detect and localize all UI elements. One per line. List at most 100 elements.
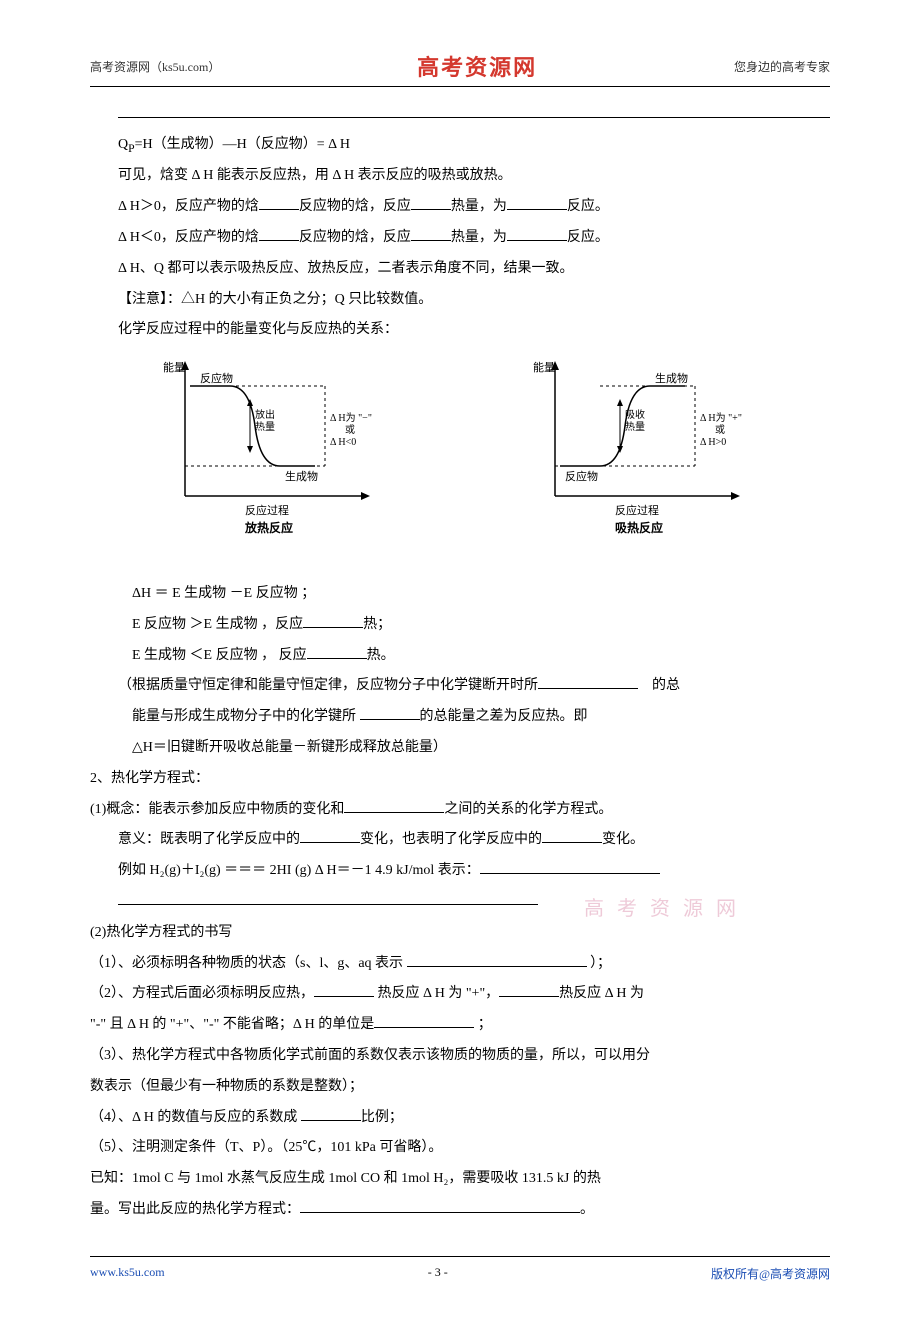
text: 反应物的焓，反应	[299, 199, 411, 214]
text: E 反应物 ＞E 生成物 ，反应	[132, 617, 303, 632]
header-left: 高考资源网（ks5u.com）	[90, 58, 220, 75]
text: Δ H＞0，反应产物的焓	[118, 199, 259, 214]
blank	[300, 1198, 580, 1213]
line-24: （4）、Δ H 的数值与反应的系数成 比例；	[90, 1103, 830, 1134]
line-5: Δ H、Q 都可以表示吸热反应、放热反应，二者表示角度不同，结果一致。	[90, 254, 830, 285]
blank	[360, 705, 420, 720]
dh-label-1: Δ H为 "+"	[700, 412, 742, 424]
text: 热。	[367, 648, 395, 663]
line-13: △H＝旧键断开吸收总能量－新键形成释放总能量）	[90, 733, 830, 764]
energy-diagrams: 能量 反应物 生成物 放出 热量 Δ H为 "−" 或 Δ H<0 反应过程	[90, 356, 830, 559]
mid-label-1: 放出	[255, 408, 275, 421]
header-center-logo: 高考资源网	[417, 50, 537, 82]
text: 变化。	[602, 832, 644, 847]
exothermic-svg: 能量 反应物 生成物 放出 热量 Δ H为 "−" 或 Δ H<0 反应过程	[155, 356, 395, 546]
dh-label-2: 或	[715, 424, 725, 436]
blank	[374, 1013, 474, 1028]
text: 热；	[363, 617, 391, 632]
dh-label-2: 或	[345, 424, 355, 436]
dh-label-3: Δ H<0	[330, 437, 356, 448]
text: 之间的关系的化学方程式。	[444, 802, 612, 817]
text: 比例；	[361, 1110, 403, 1125]
text: 量。写出此反应的热化学方程式：	[90, 1202, 300, 1217]
line-21: "-" 且 Δ H 的 "+"、"-" 不能省略；Δ H 的单位是 ；	[90, 1010, 830, 1041]
text: （1）、必须标明各种物质的状态（s、l、g、aq 表示	[90, 956, 407, 971]
line-7: 化学反应过程中的能量变化与反应热的关系：	[90, 315, 830, 346]
line-22: （3）、热化学方程式中各物质化学式前面的系数仅表示该物质的物质的量，所以，可以用…	[90, 1041, 830, 1072]
line-23: 数表示（但最少有一种物质的系数是整数）；	[90, 1072, 830, 1103]
text: 能量与形成生成物分子中的化学键所	[132, 709, 360, 724]
blank-rule-top	[118, 117, 830, 118]
footer-right: 版权所有@高考资源网	[711, 1265, 830, 1282]
text: （2）、方程式后面必须标明反应热，	[90, 986, 314, 1001]
watermark: 高 考 资 源 网	[584, 892, 740, 921]
y-axis-label: 能量	[163, 360, 185, 374]
x-axis-label: 反应过程	[245, 503, 289, 517]
text: （4）、Δ H 的数值与反应的系数成	[90, 1110, 301, 1125]
blank	[259, 195, 299, 210]
line-10: E 生成物 ＜E 反应物 ， 反应热。	[90, 641, 830, 672]
line-6: 【注意】：△H 的大小有正负之分；Q 只比较数值。	[90, 285, 830, 316]
blank	[303, 613, 363, 628]
line-27: 量。写出此反应的热化学方程式：。	[90, 1195, 830, 1226]
line-25: （5）、注明测定条件（T、P）。（25℃，101 kPa 可省略）。	[90, 1133, 830, 1164]
text: "-" 且 Δ H 的 "+"、"-" 不能省略；Δ H 的单位是	[90, 1017, 374, 1032]
diagram-title: 吸热反应	[615, 520, 663, 535]
text: Δ H＜0，反应产物的焓	[118, 230, 259, 245]
blank	[480, 859, 660, 874]
text: (1)概念：能表示参加反应中物质的变化和	[90, 802, 344, 817]
page-footer: www.ks5u.com - 3 - 版权所有@高考资源网	[90, 1256, 830, 1282]
footer-left: www.ks5u.com	[90, 1265, 165, 1282]
endothermic-svg: 能量 生成物 反应物 吸收 热量 Δ H为 "+" 或 Δ H>0 反应过程	[525, 356, 765, 546]
text: 的总能量之差为反应热。即	[420, 709, 588, 724]
mid-label-2: 热量	[255, 420, 275, 433]
y-axis-label: 能量	[533, 360, 555, 374]
text: Q	[118, 137, 128, 152]
text: 热反应 Δ H 为 "+"，	[374, 986, 499, 1001]
blank	[300, 828, 360, 843]
header-right: 您身边的高考专家	[734, 58, 830, 75]
line-3: Δ H＞0，反应产物的焓 反应物的焓，反应 热量，为 反应。	[90, 192, 830, 223]
dh-label-3: Δ H>0	[700, 437, 726, 448]
footer-page-number: - 3 -	[428, 1265, 448, 1282]
diagram-title: 放热反应	[244, 520, 293, 535]
text: 的总	[652, 678, 680, 693]
text: 反应。	[567, 230, 609, 245]
product-label: 生成物	[655, 371, 688, 385]
text: 例如 H₂(g)＋I₂(g) ＝＝＝ 2HI (g) Δ H＝－1 4.9 kJ…	[118, 863, 480, 878]
line-18: (2)热化学方程式的书写	[90, 918, 830, 949]
blank	[411, 195, 451, 210]
blank	[407, 952, 587, 967]
mid-label-2: 热量	[625, 420, 645, 433]
line-26: 已知：1mol C 与 1mol 水蒸气反应生成 1mol CO 和 1mol …	[90, 1164, 830, 1195]
line-2: 可见，焓变 Δ H 能表示反应热，用 Δ H 表示反应的吸热或放热。	[90, 161, 830, 192]
page-container: 高考资源网（ks5u.com） 高考资源网 您身边的高考专家 QP=H（生成物）…	[0, 0, 920, 1322]
text: 反应。	[567, 199, 609, 214]
text: ）；	[587, 956, 612, 971]
text: （根据质量守恒定律和能量守恒定律，反应物分子中化学键断开时所	[118, 678, 538, 693]
mid-label-1: 吸收	[625, 408, 645, 421]
text: =H（生成物）—H（反应物）= Δ H	[135, 137, 350, 152]
blank	[411, 226, 451, 241]
line-19: （1）、必须标明各种物质的状态（s、l、g、aq 表示 ）；	[90, 949, 830, 980]
reactant-label: 反应物	[565, 469, 598, 483]
blank	[307, 644, 367, 659]
product-label: 生成物	[285, 469, 318, 483]
text: ；	[474, 1017, 492, 1032]
text: 热量，为	[451, 230, 507, 245]
line-14: 2、热化学方程式：	[90, 764, 830, 795]
diagram-exothermic: 能量 反应物 生成物 放出 热量 Δ H为 "−" 或 Δ H<0 反应过程	[155, 356, 395, 559]
line-11: （根据质量守恒定律和能量守恒定律，反应物分子中化学键断开时所 的总	[90, 671, 830, 702]
blank	[118, 890, 538, 905]
line-12: 能量与形成生成物分子中的化学键所 的总能量之差为反应热。即	[90, 702, 830, 733]
text: 热量，为	[451, 199, 507, 214]
x-axis-label: 反应过程	[615, 503, 659, 517]
line-8: ΔH ＝ E 生成物 －E 反应物 ；	[90, 579, 830, 610]
blank	[507, 226, 567, 241]
dh-label-1: Δ H为 "−"	[330, 412, 372, 424]
blank	[507, 195, 567, 210]
blank	[499, 982, 559, 997]
line-qp: QP=H（生成物）—H（反应物）= Δ H	[90, 130, 830, 161]
blank	[344, 798, 444, 813]
blank	[301, 1106, 361, 1121]
